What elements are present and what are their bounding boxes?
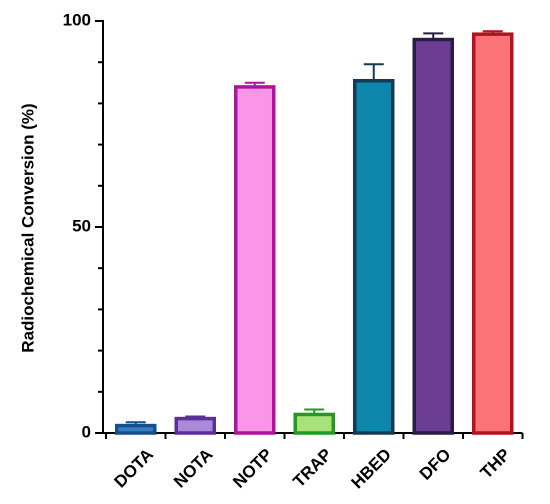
x-tick-label: THP — [477, 445, 514, 482]
x-tick-label: NOTP — [229, 445, 276, 492]
bar-notp — [234, 85, 276, 435]
bar-dota — [115, 423, 157, 435]
bar-dfo — [412, 37, 454, 435]
x-tick-label: DOTA — [110, 445, 157, 492]
bars — [115, 30, 514, 435]
bar-thp — [472, 32, 514, 435]
y-tick-label: 100 — [63, 10, 91, 29]
bar-trap — [293, 412, 335, 435]
y-tick-label: 0 — [82, 422, 91, 441]
y-tick-label: 50 — [72, 216, 91, 235]
bar-nota — [174, 416, 216, 435]
bar-hbed — [353, 78, 395, 435]
x-tick-label: TRAP — [289, 445, 335, 491]
x-tick-label: HBED — [348, 445, 395, 492]
plot-area: 0 50 100 DOTA NOTA NOTP TRAP HBED DFO THP — [63, 10, 524, 492]
y-axis-title: Radiochemical Conversion (%) — [18, 103, 37, 352]
x-tick-label: NOTA — [170, 445, 217, 492]
category-labels: DOTA NOTA NOTP TRAP HBED DFO THP — [110, 445, 514, 492]
y-ticks: 0 50 100 — [63, 10, 524, 441]
x-tick-label: DFO — [416, 445, 455, 484]
